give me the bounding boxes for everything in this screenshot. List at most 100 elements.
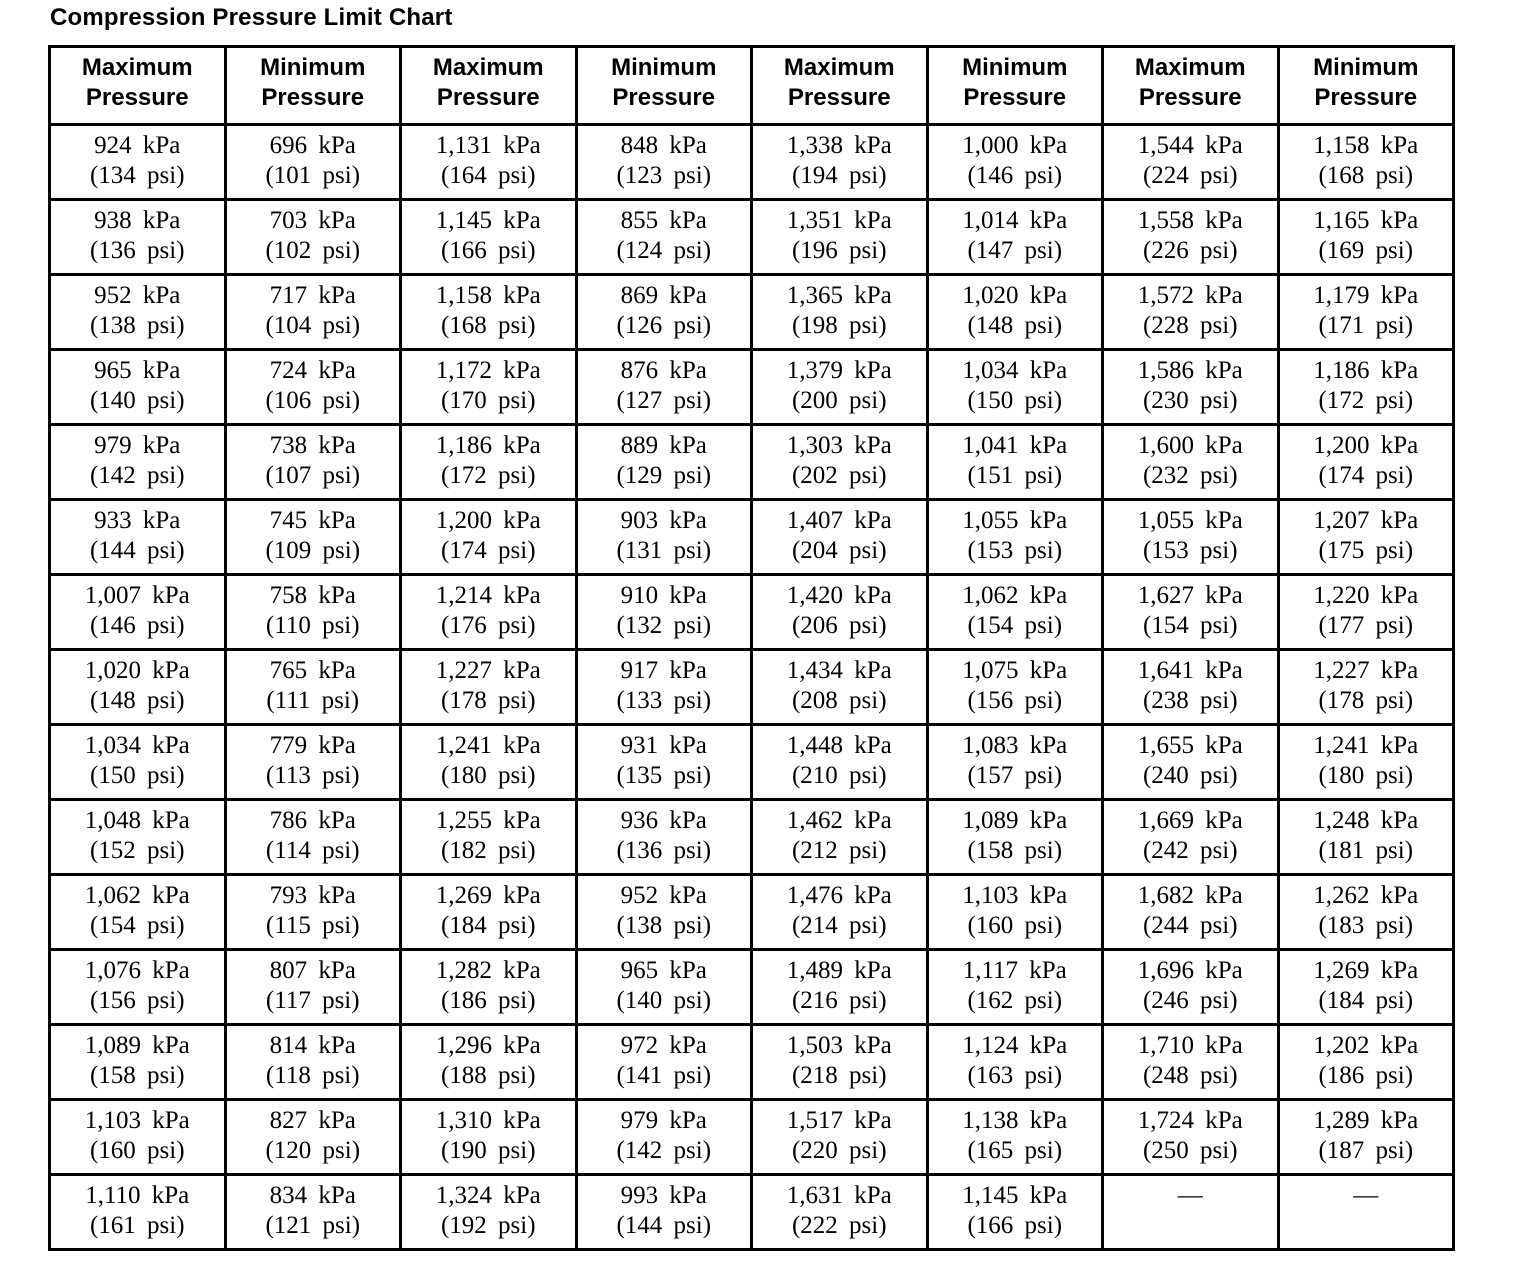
kpa-value: 931 kPa: [620, 732, 707, 759]
table-header: Maximum Pressure Minimum Pressure Maximum Pre…: [48, 45, 1455, 126]
psi-value: (175 psi): [1318, 537, 1414, 564]
kpa-value: 1,379 kPa: [786, 357, 892, 384]
psi-value: (198 psi): [791, 312, 887, 339]
table-cell: 1,103 kPa (160 psi): [48, 1098, 227, 1176]
psi-value: (216 psi): [791, 987, 887, 1014]
column-header: Minimum Pressure: [1276, 45, 1455, 126]
psi-value: (240 psi): [1142, 762, 1238, 789]
table-row: 1,110 kPa (161 psi) 834 kPa (121 psi) 1,324 …: [48, 1173, 1455, 1251]
kpa-value: 1,000 kPa: [962, 132, 1068, 159]
psi-value: (146 psi): [89, 612, 185, 639]
kpa-value: 924 kPa: [94, 132, 181, 159]
kpa-value: 1,351 kPa: [786, 207, 892, 234]
table-cell: 1,248 kPa (181 psi): [1276, 798, 1455, 876]
kpa-value: —: [1177, 1182, 1203, 1209]
psi-value: (168 psi): [1318, 162, 1414, 189]
psi-value: (153 psi): [1142, 537, 1238, 564]
table-cell: 827 kPa (120 psi): [223, 1098, 402, 1176]
kpa-value: 1,558 kPa: [1137, 207, 1243, 234]
table-cell: 1,110 kPa (161 psi): [48, 1173, 227, 1251]
table-cell: 1,586 kPa (230 psi): [1101, 348, 1280, 426]
table-cell: 1,020 kPa (148 psi): [925, 273, 1104, 351]
table-cell: 965 kPa (140 psi): [574, 948, 753, 1026]
table-cell: 1,158 kPa (168 psi): [1276, 123, 1455, 201]
table-cell: 1,131 kPa (164 psi): [399, 123, 578, 201]
table-body: 924 kPa (134 psi) 696 kPa (101 psi) 1,131 kP…: [48, 123, 1455, 1251]
psi-value: (158 psi): [89, 1062, 185, 1089]
table-cell: 1,379 kPa (200 psi): [750, 348, 929, 426]
kpa-value: 738 kPa: [269, 432, 356, 459]
column-header: Maximum Pressure: [1101, 45, 1280, 126]
kpa-value: 1,117 kPa: [962, 957, 1067, 984]
table-row: 1,076 kPa (156 psi) 807 kPa (117 psi) 1,282 …: [48, 948, 1455, 1026]
table-cell: 1,241 kPa (180 psi): [399, 723, 578, 801]
kpa-value: 848 kPa: [620, 132, 707, 159]
kpa-value: 1,631 kPa: [786, 1182, 892, 1209]
psi-value: (158 psi): [967, 837, 1063, 864]
table-cell: 1,062 kPa (154 psi): [48, 873, 227, 951]
psi-value: (200 psi): [791, 387, 887, 414]
table-cell: 1,227 kPa (178 psi): [1276, 648, 1455, 726]
kpa-value: 1,103 kPa: [84, 1107, 190, 1134]
table-cell: 1,503 kPa (218 psi): [750, 1023, 929, 1101]
psi-value: (184 psi): [440, 912, 536, 939]
table-cell: 1,365 kPa (198 psi): [750, 273, 929, 351]
table-row: 924 kPa (134 psi) 696 kPa (101 psi) 1,131 kP…: [48, 123, 1455, 201]
kpa-value: 1,124 kPa: [962, 1032, 1068, 1059]
kpa-value: 703 kPa: [269, 207, 356, 234]
table-cell: 1,227 kPa (178 psi): [399, 648, 578, 726]
psi-value: (218 psi): [791, 1062, 887, 1089]
kpa-value: 1,202 kPa: [1313, 1032, 1419, 1059]
psi-value: (246 psi): [1142, 987, 1238, 1014]
psi-value: (174 psi): [1318, 462, 1414, 489]
column-header-line: Maximum: [432, 54, 544, 81]
kpa-value: 1,034 kPa: [962, 357, 1068, 384]
kpa-value: 717 kPa: [269, 282, 356, 309]
table-cell: 779 kPa (113 psi): [223, 723, 402, 801]
kpa-value: 1,289 kPa: [1313, 1107, 1419, 1134]
kpa-value: 1,138 kPa: [962, 1107, 1068, 1134]
table-cell: 1,034 kPa (150 psi): [48, 723, 227, 801]
psi-value: (169 psi): [1318, 237, 1414, 264]
kpa-value: 1,627 kPa: [1137, 582, 1243, 609]
kpa-value: 1,303 kPa: [786, 432, 892, 459]
psi-value: (165 psi): [967, 1137, 1063, 1164]
psi-value: (178 psi): [1318, 687, 1414, 714]
psi-value: (190 psi): [440, 1137, 536, 1164]
table-row: 938 kPa (136 psi) 703 kPa (102 psi) 1,145 kP…: [48, 198, 1455, 276]
column-header-line: Minimum: [260, 54, 366, 81]
table-cell: 1,262 kPa (183 psi): [1276, 873, 1455, 951]
table-cell: 1,351 kPa (196 psi): [750, 198, 929, 276]
kpa-value: 1,214 kPa: [435, 582, 541, 609]
kpa-value: 1,724 kPa: [1137, 1107, 1243, 1134]
column-header-line: Pressure: [1138, 84, 1242, 111]
psi-value: (154 psi): [967, 612, 1063, 639]
table-cell: 1,172 kPa (170 psi): [399, 348, 578, 426]
header-row: Maximum Pressure Minimum Pressure Maximum Pre…: [48, 45, 1455, 126]
kpa-value: 1,048 kPa: [84, 807, 190, 834]
kpa-value: 1,269 kPa: [1313, 957, 1419, 984]
kpa-value: 1,186 kPa: [435, 432, 541, 459]
kpa-value: 1,407 kPa: [786, 507, 892, 534]
kpa-value: 889 kPa: [620, 432, 707, 459]
table-cell: 1,696 kPa (246 psi): [1101, 948, 1280, 1026]
kpa-value: 1,158 kPa: [435, 282, 541, 309]
kpa-value: 1,282 kPa: [435, 957, 541, 984]
kpa-value: 827 kPa: [269, 1107, 356, 1134]
kpa-value: 1,062 kPa: [84, 882, 190, 909]
table-cell: 1,158 kPa (168 psi): [399, 273, 578, 351]
table-cell: 1,145 kPa (166 psi): [925, 1173, 1104, 1251]
table-cell: 1,202 kPa (186 psi): [1276, 1023, 1455, 1101]
table-cell: 933 kPa (144 psi): [48, 498, 227, 576]
table-cell: 965 kPa (140 psi): [48, 348, 227, 426]
psi-value: (148 psi): [89, 687, 185, 714]
kpa-value: 1,089 kPa: [962, 807, 1068, 834]
psi-value: (135 psi): [616, 762, 712, 789]
table-cell: 1,020 kPa (148 psi): [48, 648, 227, 726]
kpa-value: 1,200 kPa: [435, 507, 541, 534]
column-header: Minimum Pressure: [223, 45, 402, 126]
table-cell: 938 kPa (136 psi): [48, 198, 227, 276]
table-cell: 1,014 kPa (147 psi): [925, 198, 1104, 276]
psi-value: (250 psi): [1142, 1137, 1238, 1164]
kpa-value: —: [1353, 1182, 1379, 1209]
